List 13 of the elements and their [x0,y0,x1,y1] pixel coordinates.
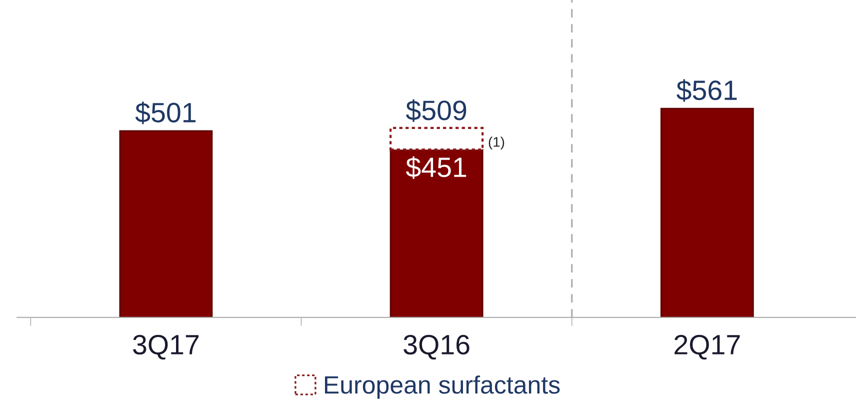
bar [119,130,213,318]
x-tick-label: 3Q17 [133,334,199,360]
data-label: $451 [406,156,466,179]
bar [660,108,754,318]
data-label: $561 [676,79,737,102]
bar [390,126,484,151]
bar [390,148,484,318]
annotation: (1) [488,136,504,150]
data-label: $501 [135,102,196,124]
x-tick-label: 2Q17 [674,334,740,360]
legend-label: European surfactants [324,375,560,399]
x-tick-label: 3Q16 [404,334,470,360]
total-label: $509 [406,99,466,122]
